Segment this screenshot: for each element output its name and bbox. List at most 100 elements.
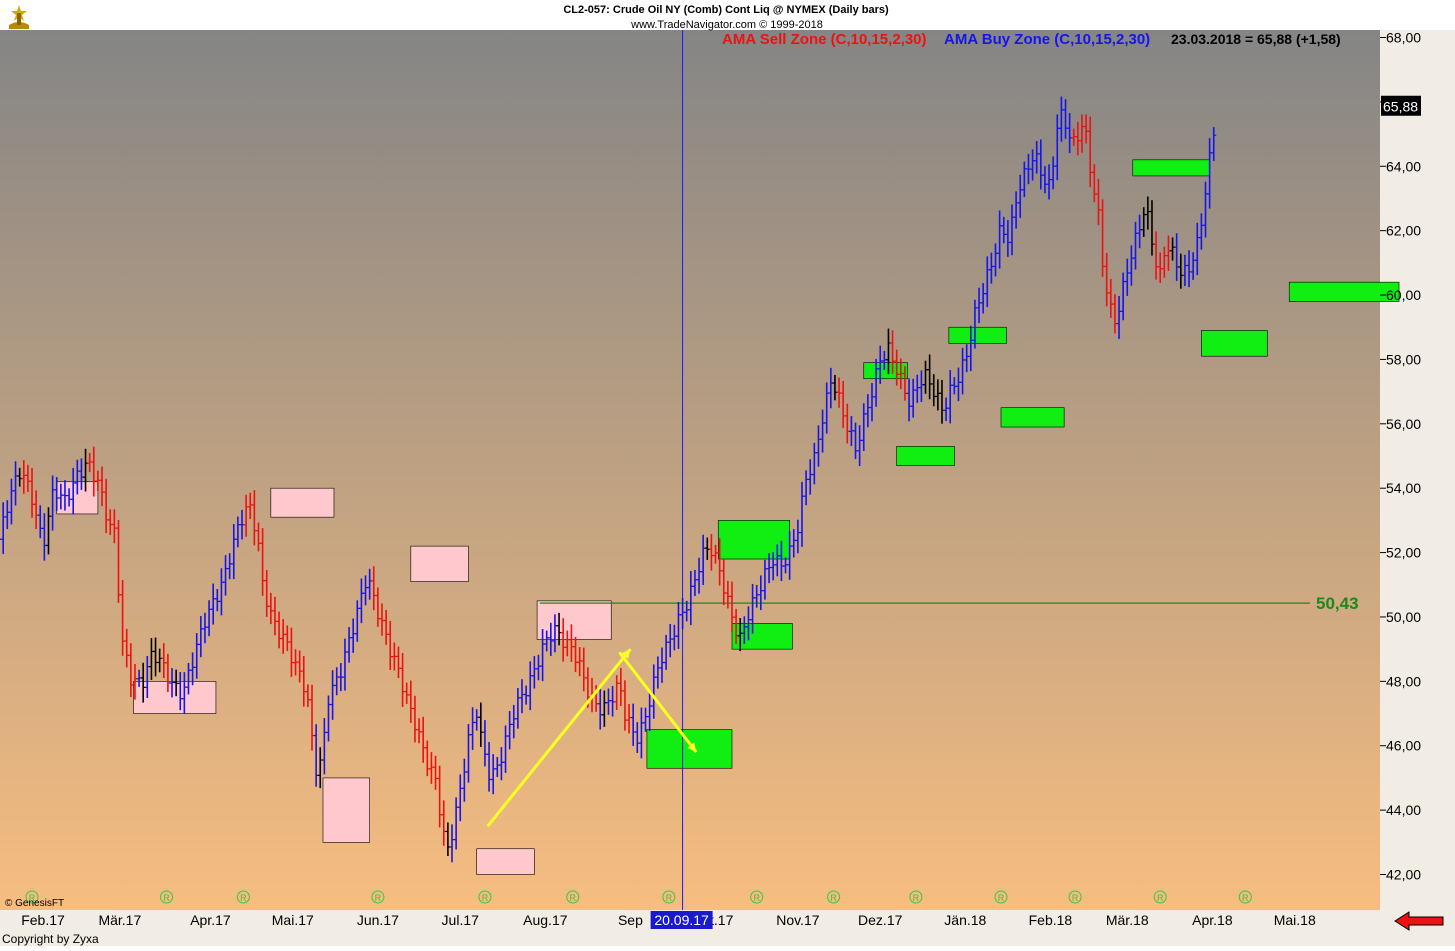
y-tick-label: 48,00 xyxy=(1386,673,1421,689)
buy-zone-box xyxy=(1132,159,1210,177)
marker-letter: R xyxy=(753,893,760,903)
marker-circle xyxy=(662,890,676,904)
r-circle-marker-icon: R xyxy=(662,890,676,904)
sell-zone-box xyxy=(476,848,535,875)
sell-zone-box xyxy=(270,487,335,518)
x-tick-label: Jän.18 xyxy=(944,912,986,928)
y-tick-label: 58,00 xyxy=(1386,351,1421,367)
x-tick-label: Aug.17 xyxy=(523,912,568,928)
marker-letter: R xyxy=(913,893,920,903)
trend-arrow-line xyxy=(618,651,698,754)
r-circle-marker-icon: R xyxy=(827,890,841,904)
r-circle-marker-icon: R xyxy=(25,890,39,904)
y-tick-label: 52,00 xyxy=(1386,545,1421,561)
marker-letter: R xyxy=(666,893,673,903)
buy-zone-box xyxy=(1201,330,1268,357)
y-tick-label: 60,00 xyxy=(1386,287,1421,303)
r-circle-marker-icon: R xyxy=(371,890,385,904)
r-circle-marker-icon: R xyxy=(1153,890,1167,904)
r-circle-marker-icon: R xyxy=(566,890,580,904)
marker-letter: R xyxy=(240,893,247,903)
buy-zone-box xyxy=(717,520,790,560)
buy-zone-box xyxy=(1000,407,1065,428)
last-value-label: 65,88 xyxy=(1383,99,1418,115)
marker-circle xyxy=(827,890,841,904)
r-circle-marker-icon: R xyxy=(160,890,174,904)
x-tick-label: Mär.17 xyxy=(98,912,141,928)
marker-letter: R xyxy=(1072,893,1079,903)
copyright-label: Copyright by Zyxa xyxy=(2,932,99,946)
buy-zone-box xyxy=(1288,281,1400,302)
marker-letter: R xyxy=(29,893,36,903)
r-circle-marker-icon: R xyxy=(1068,890,1082,904)
x-tick-label: Mai.18 xyxy=(1274,912,1316,928)
marker-circle xyxy=(994,890,1008,904)
x-tick-label: Feb.18 xyxy=(1029,912,1073,928)
r-circle-marker-icon: R xyxy=(236,890,250,904)
y-axis-panel xyxy=(1380,30,1455,910)
y-tick-label: 42,00 xyxy=(1386,867,1421,883)
y-tick-label: 68,00 xyxy=(1386,30,1421,46)
marker-letter: R xyxy=(375,893,382,903)
marker-letter: R xyxy=(1242,893,1249,903)
trend-arrow-line xyxy=(486,648,632,828)
buy-zone-legend: AMA Buy Zone (C,10,15,2,30) xyxy=(944,31,1150,48)
x-tick-label: Jul.17 xyxy=(442,912,480,928)
x-tick-label: Mär.18 xyxy=(1106,912,1149,928)
y-tick-label: 50,00 xyxy=(1386,609,1421,625)
marker-letter: R xyxy=(830,893,837,903)
marker-circle xyxy=(160,890,174,904)
marker-circle xyxy=(236,890,250,904)
buy-zone-box xyxy=(646,729,733,769)
last-quote-label: 23.03.2018 = 65,88 (+1,58) xyxy=(1171,31,1341,47)
buy-zone-box xyxy=(731,623,793,650)
x-tick-label: Sep xyxy=(618,912,643,928)
price-bar xyxy=(1211,127,1217,162)
source-credit: www.TradeNavigator.com © 1999-2018 xyxy=(630,19,823,31)
red-left-arrow-icon[interactable] xyxy=(1393,911,1445,931)
marker-circle xyxy=(25,890,39,904)
marker-circle xyxy=(1238,890,1252,904)
trend-arrow-head xyxy=(621,649,631,659)
r-circle-marker-icon: R xyxy=(478,890,492,904)
sell-zone-box xyxy=(322,777,370,843)
marker-circle xyxy=(478,890,492,904)
marker-circle xyxy=(909,890,923,904)
x-tick-label: Dez.17 xyxy=(858,912,903,928)
y-tick-label: 46,00 xyxy=(1386,738,1421,754)
y-tick-label: 56,00 xyxy=(1386,416,1421,432)
sell-zone-box xyxy=(536,600,612,640)
r-circle-marker-icon: R xyxy=(750,890,764,904)
marker-letter: R xyxy=(570,893,577,903)
y-tick-label: 64,00 xyxy=(1386,158,1421,174)
buy-zone-box xyxy=(896,446,955,466)
marker-circle xyxy=(566,890,580,904)
genesis-credit: © GenesisFT xyxy=(5,898,64,909)
y-tick-label: 44,00 xyxy=(1386,802,1421,818)
r-circle-marker-icon: R xyxy=(1238,890,1252,904)
marker-circle xyxy=(1153,890,1167,904)
y-tick-label: 54,00 xyxy=(1386,480,1421,496)
sell-zone-box xyxy=(133,681,217,714)
marker-letter: R xyxy=(482,893,489,903)
x-tick-label: Nov.17 xyxy=(776,912,820,928)
x-tick-label: Mai.17 xyxy=(272,912,314,928)
marker-circle xyxy=(1068,890,1082,904)
trend-arrow-head xyxy=(687,742,697,753)
marker-circle xyxy=(750,890,764,904)
r-circle-marker-icon: R xyxy=(994,890,1008,904)
sell-zone-legend: AMA Sell Zone (C,10,15,2,30) xyxy=(722,31,927,48)
marker-letter: R xyxy=(998,893,1005,903)
x-tick-label: Apr.18 xyxy=(1192,912,1233,928)
sell-zone-box xyxy=(410,545,469,582)
level-line-label: 50,43 xyxy=(1316,594,1359,613)
plot-background xyxy=(0,30,1455,910)
marker-circle xyxy=(371,890,385,904)
trade-navigator-logo-icon xyxy=(9,5,29,29)
x-tick-label: Apr.17 xyxy=(190,912,231,928)
last-value-tag xyxy=(1381,95,1421,116)
buy-zone-box xyxy=(948,326,1007,344)
cursor-date-box xyxy=(650,911,713,929)
